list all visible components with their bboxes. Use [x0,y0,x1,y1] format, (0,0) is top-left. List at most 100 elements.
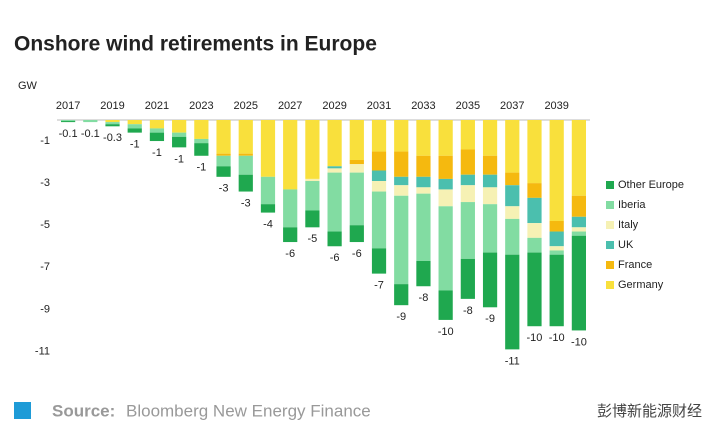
bar-segment [460,185,475,203]
bar-segment [549,120,564,222]
bar-segment [438,206,453,291]
bar-segment [394,120,409,152]
total-label: -0.1 [59,128,78,140]
bar-segment [172,132,187,137]
bar-segment [60,121,76,123]
total-label: -11 [505,355,520,367]
bar-segment [527,183,542,198]
bar-segment [394,151,409,177]
bar-segment [283,120,298,190]
bar-segment [83,120,98,123]
bar-segment [283,189,298,228]
x-tick-label: 2017 [56,100,80,112]
bar-segment [394,185,409,196]
bar-segment [438,290,453,320]
bar-segment [571,235,587,331]
total-label: -6 [330,252,340,264]
bar-segment [438,155,453,179]
bar-segment [460,149,475,175]
total-label: -10 [438,326,454,338]
bar-segment [482,204,498,253]
bar-segment [172,136,187,148]
bar-segment [305,120,320,179]
y-tick-label: -7 [40,261,50,273]
bar-segment [216,166,231,177]
x-tick-label: 2037 [500,100,524,112]
bar-segment [349,120,364,160]
bar-segment [305,181,320,211]
bar-segment [416,155,431,177]
bar-segment [438,189,453,207]
source-icon [14,402,31,419]
y-tick-label: -9 [40,303,50,315]
x-tick-label: 2035 [456,100,480,112]
bar-segment [105,122,120,125]
bar-segment [260,120,276,177]
legend-label: Italy [618,219,639,231]
bar-segment [571,227,587,232]
bar-segment [305,210,320,228]
total-label: -6 [285,248,295,260]
bar-segment [394,195,409,285]
y-tick-label: -3 [40,177,50,189]
total-label: -1 [152,147,162,159]
bar-segment [460,258,475,299]
bar-segment [460,174,475,186]
total-label: -10 [571,336,587,348]
chart-title: Onshore wind retirements in Europe [14,33,377,56]
bar-segment [327,120,342,167]
total-label: -0.1 [81,128,100,140]
legend-swatch [606,201,614,209]
bar-segment [371,120,387,152]
x-tick-label: 2039 [544,100,568,112]
bar-segment [194,120,209,139]
bar-segment [238,120,253,154]
bar-segment [527,252,542,327]
legend-swatch [606,281,614,289]
total-label: -1 [130,139,140,151]
bar-segment [549,246,564,251]
bar-segment [305,178,320,182]
bar-segment [460,202,475,259]
total-label: -3 [219,183,229,195]
y-tick-label: -5 [40,219,50,231]
total-label: -9 [396,311,406,323]
bar-segment [260,204,276,213]
legend-swatch [606,261,614,269]
bar-segment [505,172,520,186]
total-label: -5 [308,233,318,245]
bar-segment [60,120,76,122]
bar-segment [571,195,587,217]
legend-swatch [606,221,614,229]
bar-segment [505,120,520,173]
bar-segment [438,178,453,190]
bar-segment [527,197,542,224]
bar-segment [482,252,498,308]
x-tick-label: 2023 [189,100,213,112]
legend-label: Iberia [618,199,646,211]
bar-segment [149,120,165,129]
legend-swatch [606,181,614,189]
x-tick-label: 2019 [100,100,124,112]
bar-segment [216,120,231,154]
bar-segment [238,155,253,175]
x-tick-label: 2021 [145,100,169,112]
bar-segment [283,227,298,243]
bar-segment [527,237,542,253]
bar-segment [327,168,342,173]
bar-segment [482,155,498,175]
y-tick-label: -1 [40,135,50,147]
bar-segment [394,284,409,306]
bar-segment [105,120,120,123]
bar-segment [327,231,342,247]
bar-segment [238,174,253,192]
bar-segment [238,153,253,156]
bar-segment [416,193,431,261]
bar-segment [505,254,520,350]
bar-segment [216,155,231,167]
total-label: -4 [263,218,273,230]
bar-segment [149,128,165,133]
bar-segment [127,124,142,129]
bar-segment [172,120,187,133]
y-tick-label: -11 [35,345,50,357]
